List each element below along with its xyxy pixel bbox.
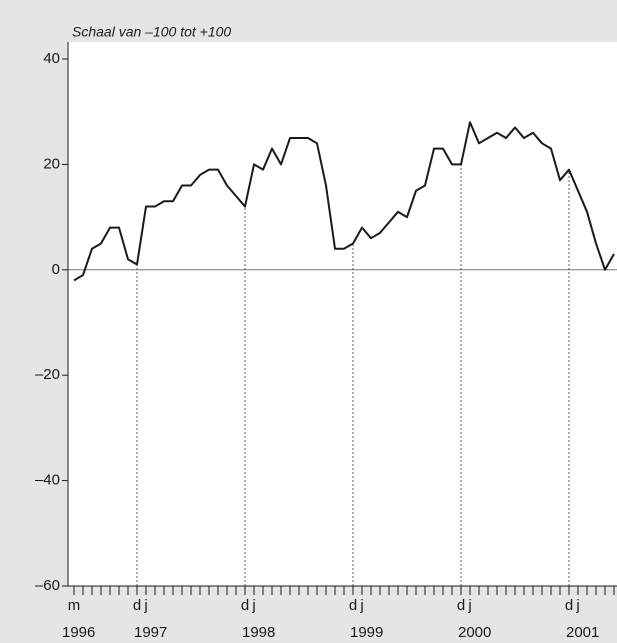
x-year-label: 1999 [350, 624, 383, 641]
plot-area [68, 42, 617, 586]
x-year-label: 1996 [62, 624, 95, 641]
x-tick-label: d [565, 597, 573, 614]
x-tick-label: d [349, 597, 357, 614]
y-tick-label: 40 [43, 50, 60, 67]
x-year-label: 1998 [242, 624, 275, 641]
chart-subtitle: Schaal van –100 tot +100 [72, 24, 231, 40]
y-tick-label: 0 [52, 261, 60, 278]
y-tick-label: –60 [35, 577, 60, 594]
x-year-label: 2000 [458, 624, 491, 641]
x-year-label: 1997 [134, 624, 167, 641]
x-year-label: 2001 [566, 624, 599, 641]
x-tick-label: d [241, 597, 249, 614]
y-tick-label: 20 [43, 155, 60, 172]
x-tick-label: j [359, 597, 363, 614]
x-tick-label: d [133, 597, 141, 614]
x-tick-label: j [251, 597, 255, 614]
x-tick-label: j [143, 597, 147, 614]
x-tick-label: d [457, 597, 465, 614]
x-tick-label: m [68, 597, 81, 614]
x-tick-label: j [575, 597, 579, 614]
x-tick-label: j [467, 597, 471, 614]
y-tick-label: –40 [35, 472, 60, 489]
y-tick-label: –20 [35, 366, 60, 383]
data-line [73, 121, 615, 282]
